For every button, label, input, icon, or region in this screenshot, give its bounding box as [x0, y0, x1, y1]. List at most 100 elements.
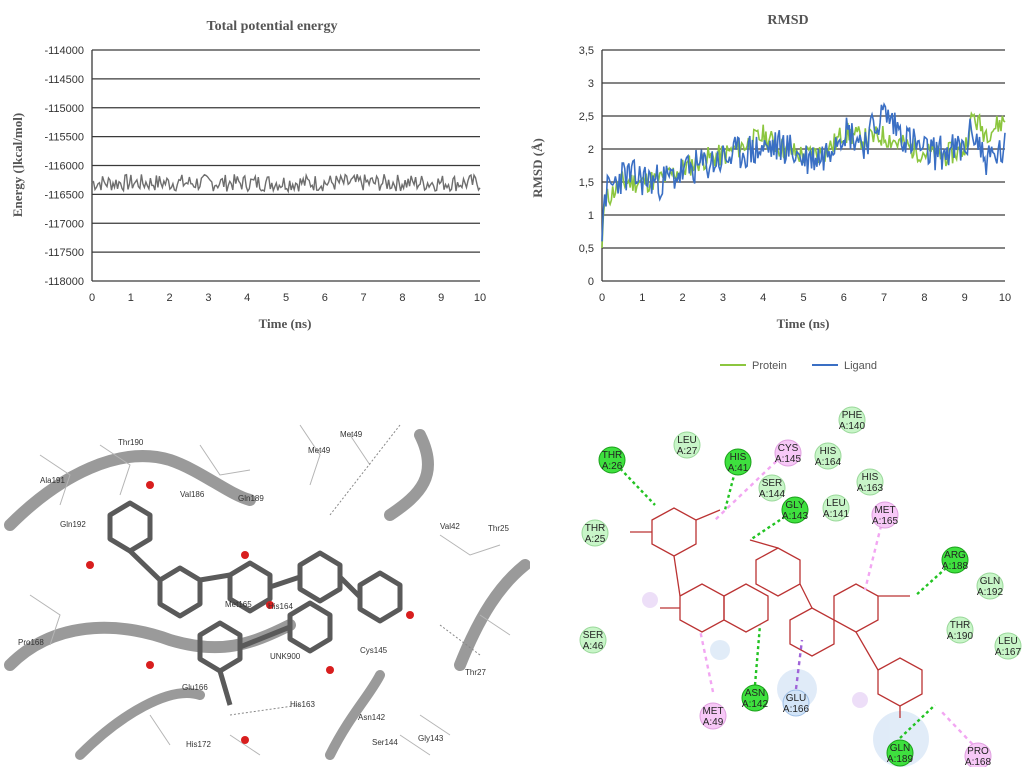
- residue-id: A:167: [995, 647, 1022, 658]
- residue-id: A:25: [585, 534, 606, 545]
- residue-id: A:143: [782, 511, 809, 522]
- x-tick-label: 6: [322, 292, 328, 304]
- residue-name: GLY: [785, 500, 805, 511]
- residue-name: GLN: [890, 743, 911, 754]
- residue-name: MET: [874, 505, 895, 516]
- energy-chart: Total potential energy -114000 -114500 -11…: [0, 0, 500, 345]
- residue-label: Cys145: [360, 646, 388, 655]
- residue-circle: [814, 442, 842, 470]
- x-axis-label: Time (ns): [777, 316, 830, 331]
- x-tick-label: 10: [474, 292, 486, 304]
- rmsd-grid: [601, 49, 1005, 282]
- residue-id: A:142: [742, 699, 769, 710]
- residue-name: GLU: [786, 693, 807, 704]
- energy-series-line: [91, 172, 481, 194]
- residue-label: Thr25: [488, 524, 509, 533]
- x-tick-label: 8: [921, 292, 927, 304]
- x-tick-label: 0: [89, 292, 95, 304]
- residue-name: HIS: [820, 446, 837, 457]
- docking-3d-image: Thr190 Ala191 Gln189 Val186 Gln192 Met49…: [4, 424, 531, 760]
- residue-name: MET: [702, 706, 723, 717]
- y-tick-label: -114000: [44, 45, 84, 57]
- residue-label: Met49: [308, 446, 331, 455]
- residue-name: THR: [950, 620, 971, 631]
- y-axis-label: RMSD (Å): [530, 138, 545, 198]
- residue-circle: [976, 572, 1004, 600]
- y-tick-label: 3: [588, 78, 594, 90]
- y-tick-label: -115500: [44, 132, 84, 144]
- residue-id: A:140: [839, 421, 866, 432]
- x-tick-label: 3: [205, 292, 211, 304]
- y-tick-label: -114500: [44, 74, 84, 86]
- residue-id: A:168: [965, 757, 992, 767]
- x-tick-label: 4: [760, 292, 766, 304]
- x-tick-label: 2: [680, 292, 686, 304]
- residue-label: Val186: [180, 490, 205, 499]
- interaction-glow: [642, 592, 929, 767]
- x-axis-label: Time (ns): [259, 316, 312, 331]
- protein-ribbon: [4, 450, 256, 531]
- x-tick-label: 9: [962, 292, 968, 304]
- protein-ribbon: [325, 670, 385, 760]
- interaction-2d-diagram: PHE A:140 LEU A:27 THR A:26 HIS A:41 CYS A:145 HIS…: [560, 400, 1023, 770]
- legend-protein-label: Protein: [752, 360, 787, 372]
- residue-name: THR: [602, 450, 623, 461]
- residue-name: SER: [583, 630, 604, 641]
- residue-id: A:49: [703, 717, 724, 728]
- residue-label: His164: [268, 602, 293, 611]
- y-tick-label: 1: [588, 210, 594, 222]
- residue-name: GLN: [980, 576, 1001, 587]
- chart-title: Total potential energy: [207, 19, 338, 34]
- residue-name: LEU: [677, 435, 696, 446]
- x-tick-label: 6: [841, 292, 847, 304]
- residue-circle: [782, 689, 810, 717]
- residue-label: Thr190: [118, 438, 144, 447]
- residue-id: A:145: [775, 454, 802, 465]
- x-tick-label: 1: [128, 292, 134, 304]
- y-tick-label: -115000: [44, 103, 84, 115]
- residue-name: HIS: [730, 452, 747, 463]
- residue-label: Pro168: [18, 638, 44, 647]
- residue-circle: [579, 626, 607, 654]
- ligand-skeleton: [630, 507, 923, 718]
- y-tick-label: -116000: [44, 161, 84, 173]
- residue-id: A:41: [728, 463, 749, 474]
- x-tick-label: 3: [720, 292, 726, 304]
- rmsd-chart-svg: RMSD 3,5 3 2,5 2 1,5 1 0,5 0 0 1 2 3 4 5 6 7 8 9 10 Time …: [530, 13, 1011, 372]
- x-tick-label: 9: [438, 292, 444, 304]
- residue-label: Ala191: [40, 476, 65, 485]
- residue-id: A:26: [602, 461, 623, 472]
- residue-circle: [871, 501, 899, 529]
- residue-name: SER: [762, 478, 783, 489]
- residue-name: HIS: [862, 472, 879, 483]
- residue-id: A:190: [947, 631, 974, 642]
- x-tick-label: 7: [361, 292, 367, 304]
- residue-label: Gln192: [60, 520, 86, 529]
- residue-label: Ser144: [372, 738, 398, 747]
- residue-label: Gly143: [418, 734, 444, 743]
- x-tick-label: 5: [283, 292, 289, 304]
- energy-x-ticks: 0 1 2 3 4 5 6 7 8 9 10: [89, 292, 486, 304]
- residue-name: CYS: [778, 443, 799, 454]
- legend: Protein Ligand: [720, 360, 877, 372]
- residue-circle: [699, 702, 727, 730]
- residue-circle: [673, 431, 701, 459]
- energy-grid: [91, 49, 480, 282]
- docking-3d-view: Thr190 Ala191 Gln189 Val186 Gln192 Met49…: [0, 415, 531, 767]
- residue-circle: [886, 739, 914, 767]
- energy-chart-svg: Total potential energy -114000 -114500 -11…: [10, 19, 486, 331]
- residue-name: THR: [585, 523, 606, 534]
